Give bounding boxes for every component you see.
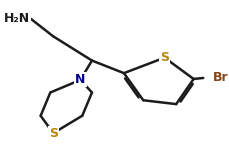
Text: H₂N: H₂N [4, 12, 30, 25]
Text: S: S [49, 127, 57, 140]
Text: S: S [159, 51, 168, 64]
Text: N: N [75, 73, 85, 86]
Text: Br: Br [212, 71, 228, 84]
